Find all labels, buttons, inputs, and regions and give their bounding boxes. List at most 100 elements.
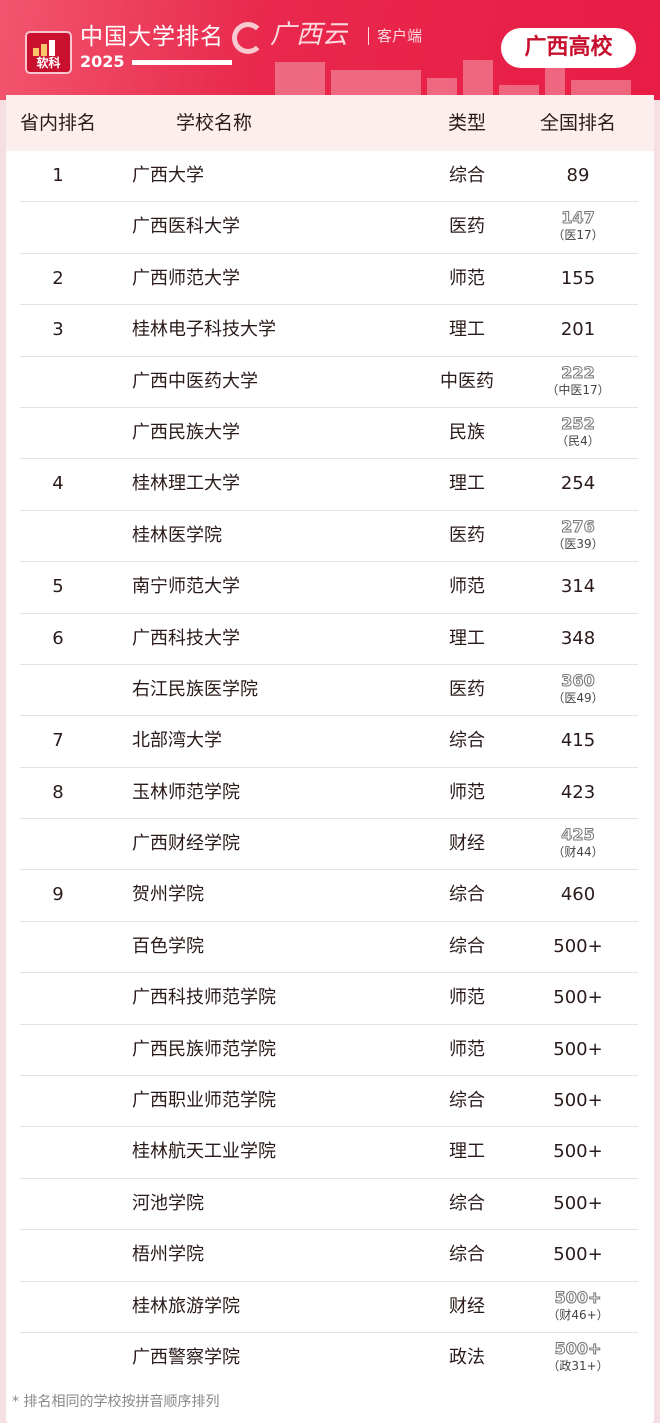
client-label: 客户端	[368, 27, 422, 45]
national-rank-value: 425	[561, 825, 595, 845]
national-rank: 500+	[553, 1244, 603, 1266]
school-name: 广西科技大学	[132, 627, 240, 649]
table-row: 8 玉林师范学院 师范 423	[6, 768, 654, 820]
school-type: 理工	[449, 1141, 485, 1163]
national-rank: 276 （医39）	[518, 516, 638, 552]
school-type: 理工	[449, 627, 485, 649]
table-row: 7 北部湾大学 综合 415	[6, 716, 654, 769]
national-rank: 89	[566, 165, 590, 186]
region-badge: 广西高校	[501, 28, 636, 68]
national-rank: 222 （中医17）	[518, 362, 638, 398]
national-rank: 360 （医49）	[518, 670, 638, 706]
table-row: 5 南宁师范大学 师范 314	[6, 562, 654, 614]
decorative-line	[132, 60, 232, 65]
national-rank: 500+	[553, 1192, 603, 1214]
national-rank: 254	[560, 473, 596, 495]
school-name: 桂林电子科技大学	[132, 319, 276, 341]
province-rank: 2	[52, 267, 64, 289]
table-row: 梧州学院 综合 500+	[6, 1230, 654, 1282]
province-rank: 8	[52, 781, 64, 803]
school-name: 桂林旅游学院	[132, 1295, 240, 1317]
category-rank: （财46+）	[547, 1307, 609, 1322]
national-rank: 201	[560, 319, 596, 341]
school-type: 综合	[449, 1192, 485, 1214]
national-rank-value: 252	[561, 413, 595, 433]
banner-year: 2025	[80, 52, 125, 71]
school-name: 贺州学院	[132, 884, 204, 906]
school-name: 桂林航天工业学院	[132, 1141, 276, 1163]
footnote: * 排名相同的学校按拼音顺序排列	[12, 1394, 220, 1410]
national-rank: 155	[560, 267, 596, 289]
school-name: 梧州学院	[132, 1244, 204, 1266]
column-header-type: 类型	[447, 112, 486, 134]
school-name: 桂林理工大学	[132, 473, 240, 495]
school-type: 师范	[449, 987, 485, 1009]
national-rank: 460	[560, 884, 596, 906]
school-type: 医药	[449, 524, 485, 546]
national-rank: 415	[560, 730, 596, 752]
national-rank-value: 276	[561, 516, 595, 536]
national-rank: 500+	[553, 935, 603, 957]
school-type: 医药	[449, 216, 485, 238]
category-rank: （医17）	[552, 228, 604, 243]
banner-title: 中国大学排名	[80, 24, 224, 50]
school-type: 综合	[449, 165, 485, 186]
table-row: 河池学院 综合 500+	[6, 1179, 654, 1231]
table-row: 广西民族师范学院 师范 500+	[6, 1025, 654, 1077]
national-rank: 348	[560, 627, 596, 649]
school-name: 广西民族大学	[132, 421, 240, 443]
shanghai-ranking-logo: 软科	[25, 31, 72, 74]
table-row: 3 桂林电子科技大学 理工 201	[6, 305, 654, 357]
school-name: 广西财经学院	[132, 833, 240, 855]
table-row: 广西医科大学 医药 147 （医17）	[6, 202, 654, 255]
school-type: 师范	[449, 267, 485, 289]
school-name: 玉林师范学院	[132, 781, 240, 803]
province-rank: 7	[52, 730, 64, 752]
national-rank: 500+	[553, 1090, 603, 1112]
school-name: 百色学院	[132, 935, 204, 957]
table-row: 4 桂林理工大学 理工 254	[6, 459, 654, 512]
school-type: 财经	[449, 833, 485, 855]
school-type: 综合	[449, 935, 485, 957]
school-type: 医药	[449, 678, 485, 700]
column-header-province-rank: 省内排名	[19, 112, 96, 134]
table-row: 广西财经学院 财经 425 （财44）	[6, 819, 654, 871]
table-row: 2 广西师范大学 师范 155	[6, 254, 654, 306]
banner-header: 软科 中国大学排名 2025 广西云 客户端 广西高校	[0, 0, 660, 100]
table-header: 省内排名 学校名称 类型 全国排名	[6, 95, 654, 151]
table-row: 广西中医药大学 中医药 222 （中医17）	[6, 357, 654, 409]
ranking-table: 省内排名 学校名称 类型 全国排名 1 广西大学 综合 89 广西医科大学 医药 1…	[6, 95, 654, 1423]
school-name: 右江民族医学院	[132, 678, 258, 700]
category-rank: （财44）	[552, 845, 604, 860]
national-rank: 500+	[553, 1038, 603, 1060]
school-name: 广西民族师范学院	[132, 1038, 276, 1060]
table-row: 桂林旅游学院 财经 500+ （财46+）	[6, 1282, 654, 1334]
school-type: 师范	[449, 576, 485, 598]
national-rank: 500+	[553, 987, 603, 1009]
column-header-national-rank: 全国排名	[539, 112, 616, 134]
national-rank-value: 360	[561, 670, 595, 690]
national-rank: 500+ （政31+）	[518, 1338, 638, 1374]
national-rank: 314	[560, 576, 596, 598]
category-rank: （民4）	[556, 433, 600, 448]
school-type: 财经	[449, 1295, 485, 1317]
school-name: 广西医科大学	[132, 216, 240, 238]
province-rank: 4	[52, 473, 64, 495]
campus-skyline-illustration	[275, 60, 655, 100]
province-rank: 3	[52, 319, 64, 341]
school-name: 广西科技师范学院	[132, 987, 276, 1009]
national-rank: 252 （民4）	[518, 413, 638, 449]
table-row: 百色学院 综合 500+	[6, 922, 654, 974]
national-rank-value: 222	[561, 362, 595, 382]
national-rank-value: 500+	[554, 1338, 602, 1358]
table-row: 广西警察学院 政法 500+ （政31+）	[6, 1333, 654, 1384]
table-row: 广西民族大学 民族 252 （民4）	[6, 408, 654, 460]
province-rank: 5	[52, 576, 64, 598]
school-type: 综合	[449, 730, 485, 752]
school-type: 综合	[449, 1090, 485, 1112]
table-body: 1 广西大学 综合 89 广西医科大学 医药 147 （医17） 2 广西师范大学 师范…	[6, 151, 654, 1384]
school-name: 桂林医学院	[132, 524, 222, 546]
table-row: 6 广西科技大学 理工 348	[6, 614, 654, 666]
column-header-school-name: 学校名称	[176, 112, 253, 134]
school-type: 民族	[449, 421, 485, 443]
